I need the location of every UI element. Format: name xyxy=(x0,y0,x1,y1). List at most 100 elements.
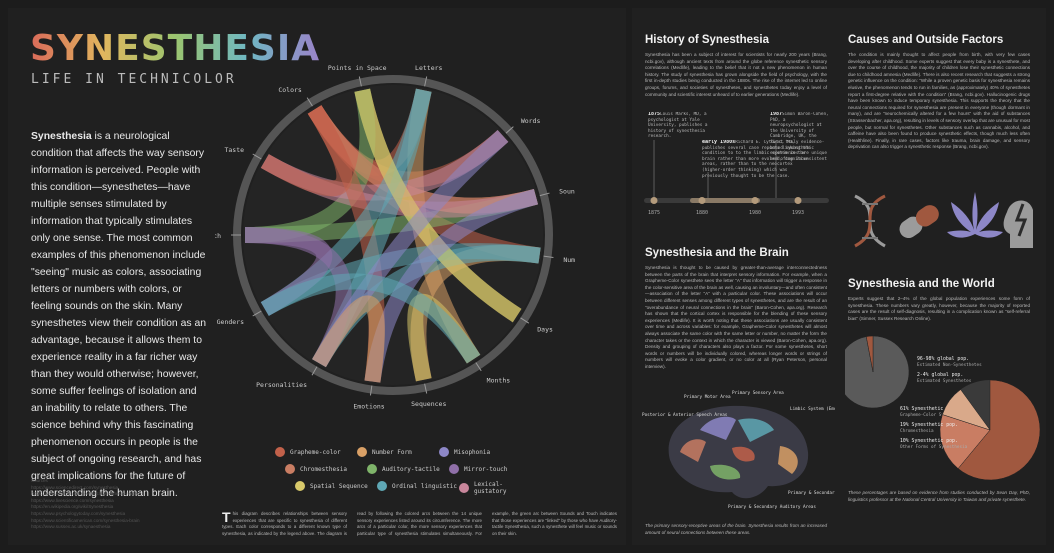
section-title: History of Synesthesia xyxy=(645,34,769,46)
timeline-dot xyxy=(795,197,802,204)
legend-label: Spatial Sequence xyxy=(310,483,368,490)
legend-label: Auditory-tactile xyxy=(382,466,440,473)
legend-item: Number Form xyxy=(357,447,412,457)
event-text: 1875Louis Marks, MD, a psychologist at Y… xyxy=(648,112,710,140)
timeline-year: 1993 xyxy=(792,210,804,216)
chord-label: Points in Space xyxy=(328,64,387,72)
dna-icon xyxy=(855,196,885,246)
world-note: These percentages are based on evidence … xyxy=(848,490,1030,503)
caption-body: his diagram describes relationships betw… xyxy=(222,511,617,536)
chord-label: Colors xyxy=(278,86,302,94)
source-line: https://www.ncbi.nlm.nih.gov/pmc/synesth… xyxy=(31,491,201,498)
pie-caption: Estimated Non-Synesthetes xyxy=(917,362,982,368)
sources: Sources https://www.sciencedirect.com/sy… xyxy=(31,478,201,531)
intro: Synesthesia is a neurological condition … xyxy=(31,128,211,502)
event: 1987Simon Baron-Cohen, PhD, a neuropsych… xyxy=(770,112,832,162)
chord-label: Letters xyxy=(415,64,442,72)
legend-label: Number Form xyxy=(372,449,412,456)
source-line: https://www.sciencedirect.com/synesthesi… xyxy=(31,485,201,492)
legend-item: Spatial Sequence xyxy=(295,481,368,491)
world-body: Experts suggest that 2–4% of the global … xyxy=(848,296,1030,322)
pill-icon xyxy=(896,202,942,242)
pie-caption: Chromesthesia xyxy=(900,428,934,434)
event-text: 1987Simon Baron-Cohen, PhD, a neuropsych… xyxy=(770,112,832,162)
chord-label: Emotions xyxy=(353,402,384,410)
chord-label: Genders xyxy=(217,318,244,326)
subtitle: LIFE IN TECHNICOLOR xyxy=(31,72,237,87)
pie-caption: Other Forms of Synesthesia xyxy=(900,444,968,450)
chord-label: Sounds xyxy=(559,187,575,195)
source-line: https://www.sussex.ac.uk/synaesthesia xyxy=(31,524,201,531)
legend-swatch xyxy=(275,447,285,457)
legend-swatch xyxy=(295,481,305,491)
legend-swatch xyxy=(439,447,449,457)
pie-slice xyxy=(845,336,909,408)
sources-title: Sources xyxy=(31,478,201,485)
timeline-dot xyxy=(651,197,658,204)
legend-item: Auditory-tactile xyxy=(367,464,440,474)
source-line: https://en.wikipedia.org/wiki/Synesthesi… xyxy=(31,504,201,511)
legend-item: Lexical-gustatory xyxy=(459,481,535,495)
brain-body: Synesthesia is thought to be caused by g… xyxy=(645,265,827,371)
area-label: Limbic System (Emotional/Memory Processi… xyxy=(790,406,835,412)
intro-lead: Synesthesia xyxy=(31,131,92,142)
legend-label: Ordinal linguistic xyxy=(392,483,457,490)
area-label: Posterior & Anterior Speech Areas xyxy=(642,412,728,418)
causes-body: The condition is mainly thought to affec… xyxy=(848,52,1030,151)
legend-label: Chromesthesia xyxy=(300,466,347,473)
chord-label: Words xyxy=(521,117,541,125)
legend-item: Chromesthesia xyxy=(285,464,347,474)
legend-label: Grapheme-color xyxy=(290,449,341,456)
event-year: early 1980s xyxy=(702,140,735,145)
section-title: Synesthesia and the Brain xyxy=(645,247,789,259)
pie-label: 2-4% global pop. xyxy=(917,372,963,378)
legend-label: Misophonia xyxy=(454,449,490,456)
chord-label: Months xyxy=(487,376,511,384)
chord-diagram: Points in Space Letters Words Sounds Numbers… xyxy=(215,10,575,450)
chord-label: Touch xyxy=(215,232,221,240)
chord-label: Sequences xyxy=(411,400,446,408)
caption-dropcap: T xyxy=(222,511,231,524)
pie-caption: Estimated Synesthetes xyxy=(917,378,972,384)
chord-label: Taste xyxy=(224,146,244,154)
legend-item: Mirror-touch xyxy=(449,464,507,474)
timeline-year: 1875 xyxy=(648,210,660,216)
legend-item: Grapheme-color xyxy=(275,447,341,457)
legend: Grapheme-color Number Form Misophonia Chrom… xyxy=(275,447,535,495)
area-label: Primary Sensory Area xyxy=(732,390,784,396)
pie-label: 10% Synesthetic pop. xyxy=(900,438,958,444)
event-body: Simon Baron-Cohen, PhD, a neuropsycholog… xyxy=(770,112,829,162)
area-label: Primary & Secondary Auditory Areas xyxy=(728,504,816,510)
area-label: Primary Motor Area xyxy=(684,394,731,400)
timeline-dot xyxy=(752,197,759,204)
legend-label: Lexical-gustatory xyxy=(474,481,535,495)
legend-swatch xyxy=(459,483,469,493)
timeline-year: 1880 xyxy=(696,210,708,216)
brain-caption: The primary sensory-receptive areas of t… xyxy=(645,523,827,536)
factor-icons xyxy=(845,190,1035,252)
legend-swatch xyxy=(285,464,295,474)
source-line: https://www.scientificamerican.com/synes… xyxy=(31,518,201,525)
timeline-year: 1980 xyxy=(749,210,761,216)
pie-label: 19% Synesthetic pop. xyxy=(900,422,958,428)
legend-item: Ordinal linguistic xyxy=(377,481,457,491)
chord-label: Days xyxy=(537,326,553,334)
pie-charts: 96-98% global pop.Estimated Non-Synesthe… xyxy=(845,330,1045,490)
infographic: SYNESTHESIA LIFE IN TECHNICOLOR Synesthe… xyxy=(0,0,1054,553)
section-title: Causes and Outside Factors xyxy=(848,34,1003,46)
legend-swatch xyxy=(449,464,459,474)
timeline-dot xyxy=(699,197,706,204)
chord-label: Numbers xyxy=(563,256,575,264)
head-icon xyxy=(1004,200,1033,248)
source-line: https://www.livescience.com/synesthesia xyxy=(31,498,201,505)
legend-label: Mirror-touch xyxy=(464,466,507,473)
legend-swatch xyxy=(377,481,387,491)
source-line: https://www.psychologytoday.com/synesthe… xyxy=(31,511,201,518)
legend-item: Misophonia xyxy=(439,447,490,457)
event-year: 1875 xyxy=(648,112,660,117)
history-body: Synesthesia has been a subject of intere… xyxy=(645,52,827,98)
intro-body: is a neurological condition that affects… xyxy=(31,131,206,499)
leaf-icon xyxy=(947,192,1003,246)
